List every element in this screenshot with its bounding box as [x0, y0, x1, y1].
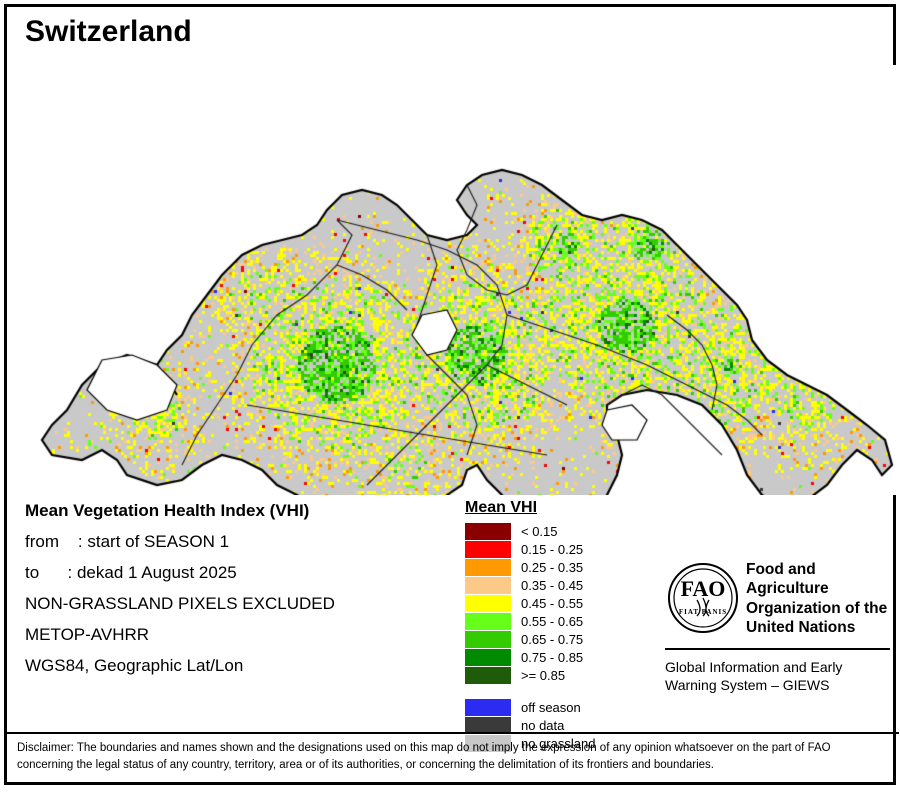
info-line4: NON-GRASSLAND PIXELS EXCLUDED — [25, 594, 455, 614]
legend-swatch-1 — [465, 541, 511, 558]
legend-item-0: off season — [465, 699, 675, 716]
legend-title: Mean VHI — [465, 499, 675, 517]
info-to: to : dekad 1 August 2025 — [25, 563, 455, 583]
legend-swatch-0 — [465, 523, 511, 540]
fao-org-name: Food and Agriculture Organization of the… — [746, 560, 895, 638]
legend-items-list: < 0.15 0.15 - 0.25 0.25 - 0.35 0.35 - 0.45 0… — [465, 523, 675, 684]
svg-text:FIAT PANIS: FIAT PANIS — [678, 608, 726, 616]
legend-label-6: 0.65 - 0.75 — [521, 632, 583, 647]
info-block: Mean Vegetation Health Index (VHI) from … — [25, 501, 455, 687]
legend-item-3: 0.35 - 0.45 — [465, 577, 675, 594]
info-line6: WGS84, Geographic Lat/Lon — [25, 656, 455, 676]
page-title: Switzerland — [25, 15, 192, 49]
legend-label-5: 0.55 - 0.65 — [521, 614, 583, 629]
info-heading: Mean Vegetation Health Index (VHI) — [25, 501, 455, 521]
disclaimer-box: Disclaimer: The boundaries and names sho… — [7, 732, 899, 777]
legend-swatch-2 — [465, 559, 511, 576]
legend-swatch-3 — [465, 577, 511, 594]
legend-item-7: 0.75 - 0.85 — [465, 649, 675, 666]
svg-text:FAO: FAO — [680, 576, 725, 601]
map-canvas-area — [7, 65, 899, 495]
legend-swatch-5 — [465, 613, 511, 630]
legend-label-7: 0.75 - 0.85 — [521, 650, 583, 665]
legend-item-0: < 0.15 — [465, 523, 675, 540]
disclaimer-text: Disclaimer: The boundaries and names sho… — [17, 740, 889, 775]
legend-label-0: off season — [521, 700, 581, 715]
legend-swatch-6 — [465, 631, 511, 648]
legend-item-8: >= 0.85 — [465, 667, 675, 684]
legend-label-8: >= 0.85 — [521, 668, 565, 683]
fao-giews-subtitle: Global Information and Early Warning Sys… — [665, 658, 895, 694]
legend-swatch-4 — [465, 595, 511, 612]
legend-item-6: 0.65 - 0.75 — [465, 631, 675, 648]
legend-label-0: < 0.15 — [521, 524, 558, 539]
legend-item-2: 0.25 - 0.35 — [465, 559, 675, 576]
legend-item-4: 0.45 - 0.55 — [465, 595, 675, 612]
vhi-legend: Mean VHI < 0.15 0.15 - 0.25 0.25 - 0.35 0.3… — [465, 499, 675, 753]
report-page: Switzerland Mean Vegetation Health Index… — [4, 4, 896, 785]
legend-swatch-8 — [465, 667, 511, 684]
legend-item-5: 0.55 - 0.65 — [465, 613, 675, 630]
info-from: from : start of SEASON 1 — [25, 532, 455, 552]
info-line5: METOP-AVHRR — [25, 625, 455, 645]
switzerland-vhi-map — [7, 65, 899, 495]
legend-swatch-0 — [465, 699, 511, 716]
legend-item-1: 0.15 - 0.25 — [465, 541, 675, 558]
legend-label-1: 0.15 - 0.25 — [521, 542, 583, 557]
legend-label-4: 0.45 - 0.55 — [521, 596, 583, 611]
fao-block: FAO FIAT PANIS Food and Agriculture Orga… — [665, 560, 895, 694]
legend-label-2: 0.25 - 0.35 — [521, 560, 583, 575]
legend-swatch-7 — [465, 649, 511, 666]
legend-label-3: 0.35 - 0.45 — [521, 578, 583, 593]
fao-logo-icon: FAO FIAT PANIS — [665, 560, 740, 635]
